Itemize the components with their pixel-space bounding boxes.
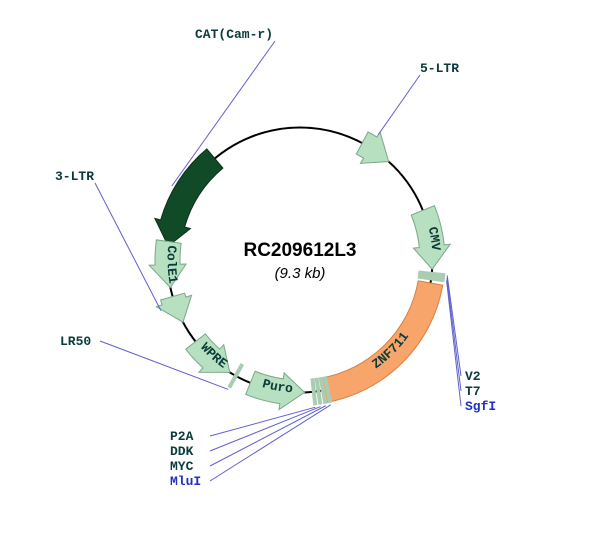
label-mlui: MluI — [170, 474, 201, 489]
leader-line — [210, 407, 321, 451]
mark-lr50 — [229, 364, 242, 388]
feature-cat-cam-r- — [155, 149, 223, 246]
label-lr50: LR50 — [60, 334, 91, 349]
mark-p2a — [312, 378, 315, 405]
feature-label-cole1: ColE1 — [163, 245, 180, 285]
leader-line — [447, 278, 461, 391]
plasmid-map: CAT(Cam-r)5-LTRCMVZNF711PuroWPRE3-LTRCol… — [0, 0, 600, 535]
leader-line — [210, 407, 315, 436]
label-3-ltr: 3-LTR — [55, 169, 94, 184]
feature-5-ltr — [356, 132, 388, 163]
label-v2: V2 — [465, 369, 481, 384]
feature-3-ltr — [156, 293, 191, 322]
plasmid-name: RC209612L3 — [243, 240, 356, 261]
label-ddk: DDK — [170, 444, 194, 459]
leader-line — [447, 281, 461, 406]
leader-line — [210, 405, 331, 481]
label-sgfi: SgfI — [465, 399, 496, 414]
plasmid-size: (9.3 kb) — [275, 265, 326, 282]
leader-line — [172, 41, 275, 186]
leader-line — [95, 183, 161, 311]
label-5-ltr: 5-LTR — [420, 61, 459, 76]
label-myc: MYC — [170, 459, 194, 474]
leader-line — [210, 406, 326, 466]
label-t7: T7 — [465, 384, 481, 399]
leader-line — [447, 275, 461, 376]
label-cat-cam-r-: CAT(Cam-r) — [195, 27, 273, 42]
feature-znf711 — [321, 281, 443, 403]
leader-line — [378, 75, 420, 134]
label-p2a: P2A — [170, 429, 194, 444]
